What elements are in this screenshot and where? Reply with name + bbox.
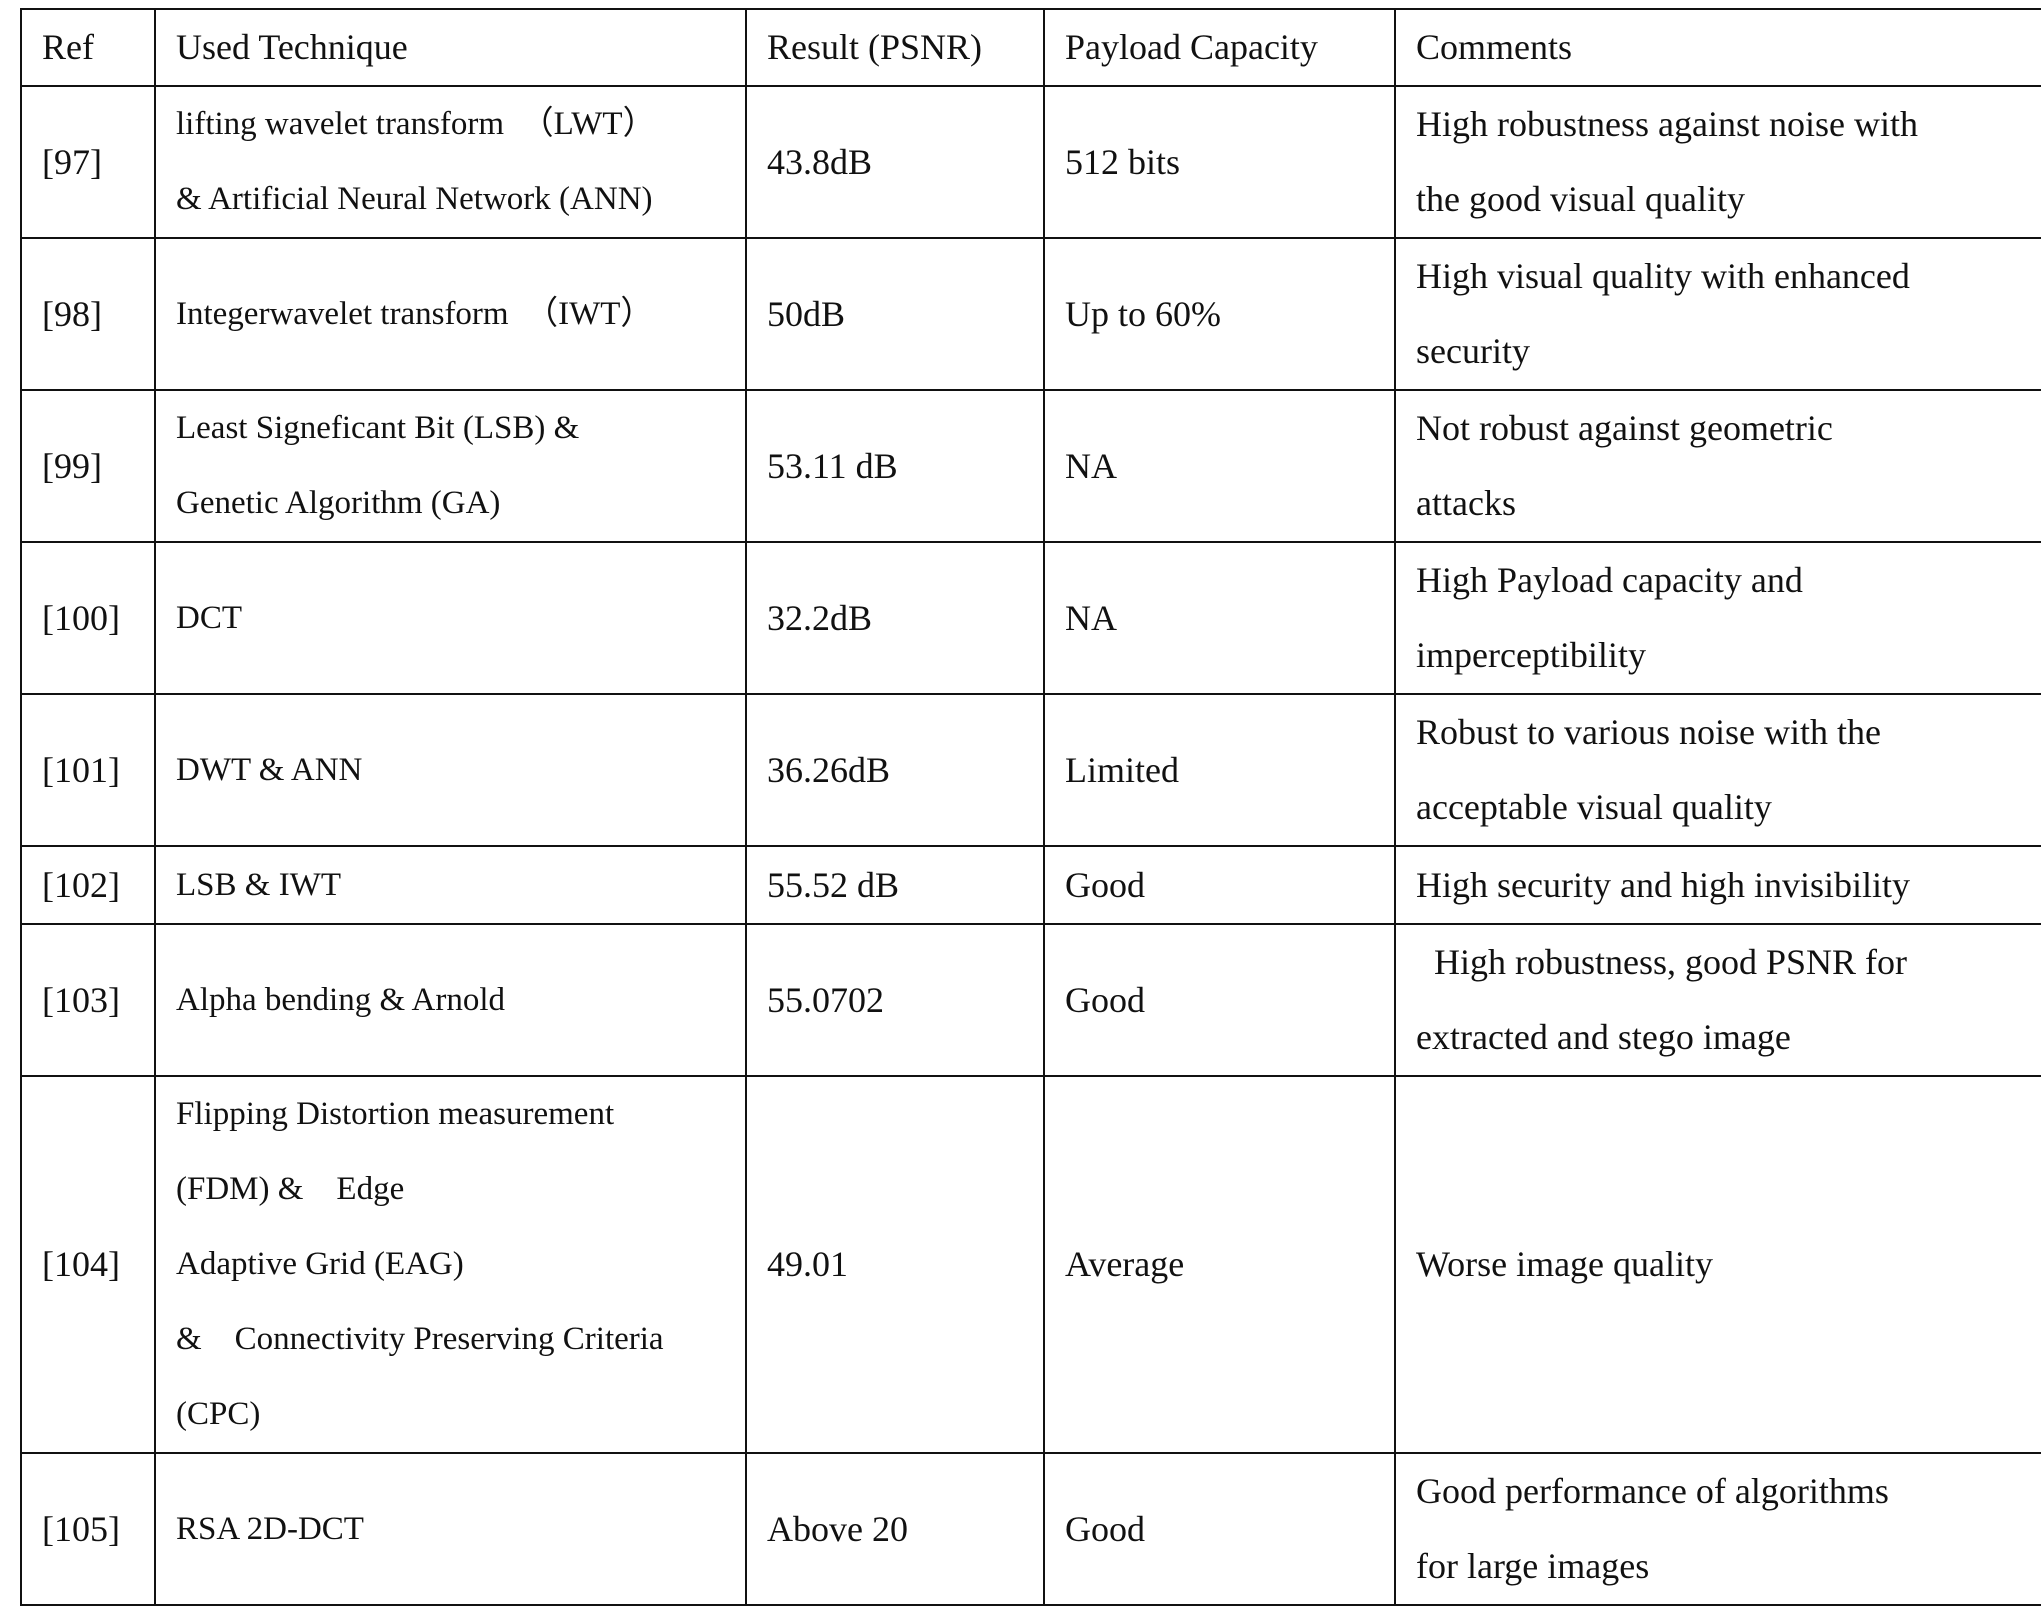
technique-cell-line: LSB & IWT (176, 866, 341, 903)
comments-cell-line: High Payload capacity and (1416, 560, 1803, 600)
technique-cell-line: Alpha bending & Arnold (176, 981, 506, 1018)
comments-cell: High security and high invisibility (1394, 845, 2041, 925)
psnr-cell: 55.52 dB (745, 845, 1045, 925)
payload-cell: 512 bits (1043, 85, 1396, 239)
table-row: [102] LSB & IWT 55.52 dB Good High security … (20, 845, 2041, 925)
comments-cell: Not robust against geometric attacks (1394, 389, 2041, 543)
technique-cell-line: Least Signeficant Bit (LSB) & (176, 410, 580, 446)
technique-cell-line: lifting wavelet transform （LWT） (176, 106, 656, 142)
ref-cell: [105] (20, 1452, 156, 1606)
payload-cell: Limited (1043, 693, 1396, 847)
ref-cell: [99] (20, 389, 156, 543)
comments-cell-line: High security and high invisibility (1416, 864, 1910, 905)
technique-cell: Integerwavelet transform （IWT） (154, 237, 747, 391)
technique-cell: Alpha bending & Arnold (154, 923, 747, 1077)
payload-cell: Good (1043, 1452, 1396, 1606)
ref-cell: [97] (20, 85, 156, 239)
technique-cell: LSB & IWT (154, 845, 747, 925)
comments-cell: High robustness against noise with the go… (1394, 85, 2041, 239)
technique-cell-line: (FDM) & Edge (176, 1171, 405, 1207)
psnr-cell: Above 20 (745, 1452, 1045, 1606)
comments-cell: High robustness, good PSNR for extracted … (1394, 923, 2041, 1077)
comments-cell-line: Robust to various noise with the (1416, 712, 1881, 752)
table-row: [103] Alpha bending & Arnold 55.0702 Good H… (20, 923, 2041, 1077)
comments-cell-line: acceptable visual quality (1416, 787, 1772, 827)
technique-cell-line: Genetic Algorithm (GA) (176, 485, 501, 521)
comments-cell-line: attacks (1416, 483, 1516, 523)
ref-cell: [102] (20, 845, 156, 925)
technique-cell: Flipping Distortion measurement (FDM) & E… (154, 1075, 747, 1454)
comments-cell-line: High robustness against noise with (1416, 104, 1918, 144)
header-technique: Used Technique (154, 8, 747, 87)
comments-cell-line: security (1416, 331, 1530, 371)
comments-cell: Robust to various noise with the acceptab… (1394, 693, 2041, 847)
technique-cell: DWT & ANN (154, 693, 747, 847)
comments-cell-line: for large images (1416, 1546, 1650, 1586)
technique-cell: lifting wavelet transform （LWT） & Artific… (154, 85, 747, 239)
psnr-cell: 49.01 (745, 1075, 1045, 1454)
technique-cell-line: Adaptive Grid (EAG) (176, 1246, 464, 1282)
technique-cell: RSA 2D-DCT (154, 1452, 747, 1606)
psnr-cell: 55.0702 (745, 923, 1045, 1077)
comments-cell-line: imperceptibility (1416, 635, 1646, 675)
ref-cell: [101] (20, 693, 156, 847)
table-row: [100] DCT 32.2dB NA High Payload capacity an… (20, 541, 2041, 695)
technique-cell-line: & Artificial Neural Network (ANN) (176, 181, 653, 217)
technique-cell: Least Signeficant Bit (LSB) & Genetic Alg… (154, 389, 747, 543)
comments-cell-line: Worse image quality (1416, 1244, 1714, 1284)
technique-cell-line: RSA 2D-DCT (176, 1510, 364, 1547)
payload-cell: Good (1043, 845, 1396, 925)
technique-cell-line: (CPC) (176, 1396, 261, 1432)
comments-cell-line: High robustness, good PSNR for (1416, 942, 1908, 982)
comparison-table: Ref Used Technique Result (PSNR) Payload… (20, 8, 2041, 1606)
comments-cell-line: extracted and stego image (1416, 1017, 1791, 1057)
comments-cell: High Payload capacity and imperceptibilit… (1394, 541, 2041, 695)
table-row: [104] Flipping Distortion measurement (FDM… (20, 1075, 2041, 1454)
payload-cell: Good (1043, 923, 1396, 1077)
comments-cell: Worse image quality (1394, 1075, 2041, 1454)
comments-cell-line: Not robust against geometric (1416, 408, 1833, 448)
psnr-cell: 53.11 dB (745, 389, 1045, 543)
header-row: Ref Used Technique Result (PSNR) Payload… (20, 8, 2041, 87)
comments-cell-line: High visual quality with enhanced (1416, 256, 1910, 296)
comments-cell-line: Good performance of algorithms (1416, 1471, 1889, 1511)
technique-cell-line: DWT & ANN (176, 751, 363, 788)
ref-cell: [103] (20, 923, 156, 1077)
psnr-cell: 36.26dB (745, 693, 1045, 847)
payload-cell: Up to 60% (1043, 237, 1396, 391)
technique-cell: DCT (154, 541, 747, 695)
table-row: [98] Integerwavelet transform （IWT） 50dB Up… (20, 237, 2041, 391)
comments-cell-line: the good visual quality (1416, 179, 1745, 219)
technique-cell-line: Integerwavelet transform （IWT） (176, 295, 654, 332)
header-psnr: Result (PSNR) (745, 8, 1045, 87)
psnr-cell: 32.2dB (745, 541, 1045, 695)
table-row: [97] lifting wavelet transform （LWT） & Art… (20, 85, 2041, 239)
table-row: [105] RSA 2D-DCT Above 20 Good Good performa… (20, 1452, 2041, 1606)
header-ref: Ref (20, 8, 156, 87)
payload-cell: Average (1043, 1075, 1396, 1454)
payload-cell: NA (1043, 389, 1396, 543)
technique-cell-line: & Connectivity Preserving Criteria (176, 1321, 664, 1357)
psnr-cell: 50dB (745, 237, 1045, 391)
payload-cell: NA (1043, 541, 1396, 695)
table-row: [99] Least Signeficant Bit (LSB) & Genetic… (20, 389, 2041, 543)
table-row: [101] DWT & ANN 36.26dB Limited Robust to va… (20, 693, 2041, 847)
ref-cell: [104] (20, 1075, 156, 1454)
ref-cell: [100] (20, 541, 156, 695)
technique-cell-line: DCT (176, 599, 242, 636)
psnr-cell: 43.8dB (745, 85, 1045, 239)
comments-cell: High visual quality with enhanced securit… (1394, 237, 2041, 391)
header-comments: Comments (1394, 8, 2041, 87)
technique-cell-line: Flipping Distortion measurement (176, 1096, 615, 1132)
header-payload: Payload Capacity (1043, 8, 1396, 87)
comments-cell: Good performance of algorithms for large … (1394, 1452, 2041, 1606)
ref-cell: [98] (20, 237, 156, 391)
